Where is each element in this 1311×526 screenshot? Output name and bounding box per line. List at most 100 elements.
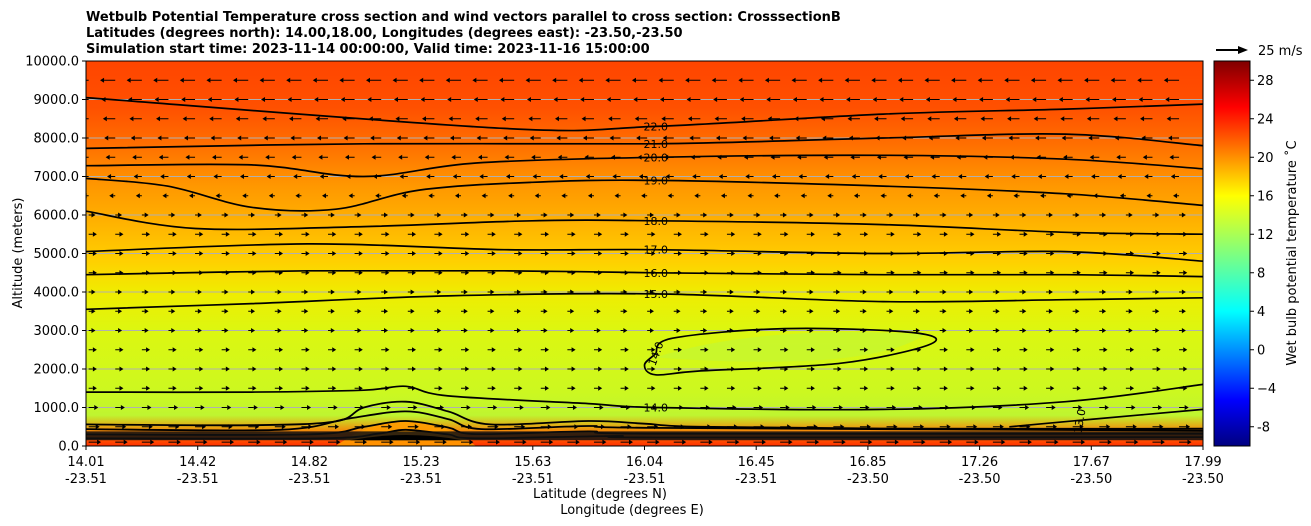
wind-arrow-head	[890, 231, 895, 237]
wind-arrow-head	[970, 385, 975, 391]
wind-arrow-head	[120, 405, 125, 410]
wind-arrow-head	[1076, 251, 1081, 256]
wind-arrow-head	[410, 212, 415, 218]
wind-arrow-head	[880, 193, 885, 199]
wind-arrow-head	[521, 424, 526, 430]
wind-arrow-head	[704, 231, 709, 237]
wind-arrow-head	[1076, 385, 1081, 391]
wind-arrow-head	[917, 385, 922, 391]
wind-arrow-head	[449, 135, 454, 141]
wind-arrow-head	[917, 347, 922, 353]
wind-arrow-head	[437, 289, 442, 295]
wind-arrow-head	[890, 385, 895, 391]
wind-arrow-head	[491, 251, 496, 256]
wind-arrow-head	[571, 385, 576, 391]
wind-arrow-head	[907, 193, 912, 199]
wind-arrow-head	[133, 174, 138, 179]
wind-arrow-head	[1138, 97, 1143, 102]
x-tick-label-lon: -23.50	[1182, 472, 1224, 487]
wind-arrow-head	[465, 231, 470, 237]
wind-arrow-head	[171, 308, 176, 314]
wind-arrow-head	[526, 97, 531, 102]
wind-arrow-head	[997, 347, 1002, 353]
wind-arrow-head	[1130, 251, 1135, 256]
wind-arrow-head	[1155, 289, 1160, 295]
wind-arrow-head	[494, 424, 499, 430]
wind-arrow-head	[876, 154, 881, 160]
wind-arrow-head	[150, 439, 155, 445]
wind-arrow-head	[864, 231, 869, 237]
wind-arrow-head	[544, 251, 549, 256]
wind-arrow-head	[1022, 308, 1027, 314]
wind-arrow-head	[508, 193, 513, 199]
wind-arrow-head	[477, 154, 482, 160]
wind-arrow-head	[894, 439, 899, 445]
wind-arrow-head	[598, 270, 603, 276]
colorbar-tick-label: -8	[1257, 420, 1270, 435]
wind-arrow-head	[677, 366, 682, 372]
colorbar-tick-label: 12	[1257, 228, 1274, 243]
wind-arrow-head	[490, 308, 495, 314]
wind-arrow-head	[837, 231, 842, 237]
wind-arrow-head	[784, 251, 789, 256]
wind-arrow-head	[1001, 439, 1006, 445]
wind-arrow-head	[680, 424, 685, 430]
wind-arrow-head	[943, 251, 948, 256]
wind-arrow-head	[918, 405, 923, 410]
wind-arrow-head	[251, 212, 256, 218]
wind-arrow-head	[463, 308, 468, 314]
wind-arrow-head	[181, 97, 186, 102]
wind-arrow-head	[745, 174, 750, 179]
wind-arrow-head	[574, 424, 579, 430]
wind-arrow-head	[1102, 308, 1107, 314]
wind-arrow-head	[900, 116, 905, 122]
wind-arrow-head	[420, 97, 425, 102]
wind-arrow-head	[1023, 366, 1028, 372]
wind-arrow-head	[559, 174, 564, 179]
wind-arrow-head	[847, 116, 852, 122]
wind-arrow-head	[999, 424, 1004, 430]
wind-arrow-head	[94, 405, 99, 410]
wind-arrow-head	[659, 97, 664, 102]
wind-arrow-head	[634, 116, 639, 122]
wind-arrow-head	[658, 77, 663, 83]
wind-arrow-head	[1156, 231, 1161, 237]
wind-arrow-head	[119, 231, 124, 237]
wind-arrow-head	[438, 347, 443, 353]
wind-arrow-head	[251, 328, 256, 333]
wind-arrow-head	[711, 77, 716, 83]
wind-arrow-head	[1137, 77, 1142, 83]
wind-arrow-head	[552, 77, 557, 83]
wind-arrow-head	[199, 385, 204, 391]
wind-arrow-head	[1117, 174, 1122, 179]
colorbar-tick-label: 24	[1257, 112, 1274, 127]
wind-arrow-head	[903, 154, 908, 160]
wind-arrow-head	[1169, 154, 1174, 160]
wind-arrow-head	[333, 405, 338, 410]
wind-arrow-head	[614, 193, 619, 199]
contour-label: 21.0	[643, 138, 668, 151]
wind-arrow-head	[1023, 270, 1028, 276]
wind-arrow-head	[851, 174, 856, 179]
wind-arrow-head	[729, 212, 734, 218]
wind-arrow-head	[983, 154, 988, 160]
wind-arrow-head	[705, 405, 710, 410]
wind-arrow-head	[624, 366, 629, 372]
wind-arrow-head	[638, 174, 643, 179]
wind-arrow-head	[1066, 193, 1071, 199]
wind-arrow-head	[608, 116, 613, 122]
wind-arrow-head	[951, 77, 956, 83]
wind-arrow-head	[412, 366, 417, 372]
wind-arrow-head	[651, 347, 656, 353]
contour-label-group: 19.0	[643, 174, 668, 187]
wind-arrow-head	[251, 289, 256, 295]
wind-arrow-head	[953, 116, 958, 122]
wind-arrow-head	[307, 405, 312, 410]
wind-arrow-head	[412, 385, 417, 391]
wind-arrow-head	[343, 135, 348, 141]
wind-arrow-head	[119, 251, 124, 256]
wind-arrow-head	[332, 385, 337, 391]
wind-arrow-head	[1058, 97, 1063, 102]
contour-line	[1009, 408, 1203, 428]
wind-arrow-head	[1130, 366, 1135, 372]
